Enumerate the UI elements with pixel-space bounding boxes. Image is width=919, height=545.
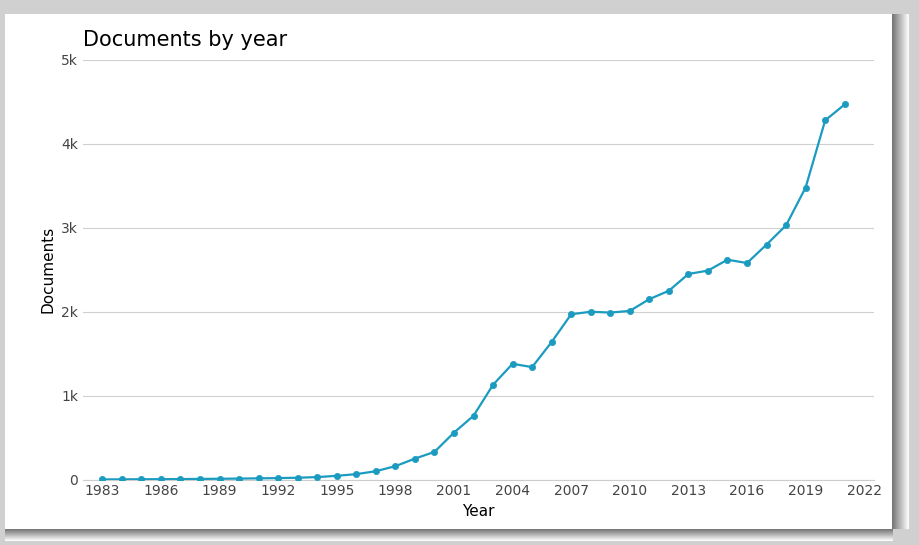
Text: Documents by year: Documents by year xyxy=(83,30,287,50)
X-axis label: Year: Year xyxy=(461,504,494,519)
Y-axis label: Documents: Documents xyxy=(40,226,55,313)
